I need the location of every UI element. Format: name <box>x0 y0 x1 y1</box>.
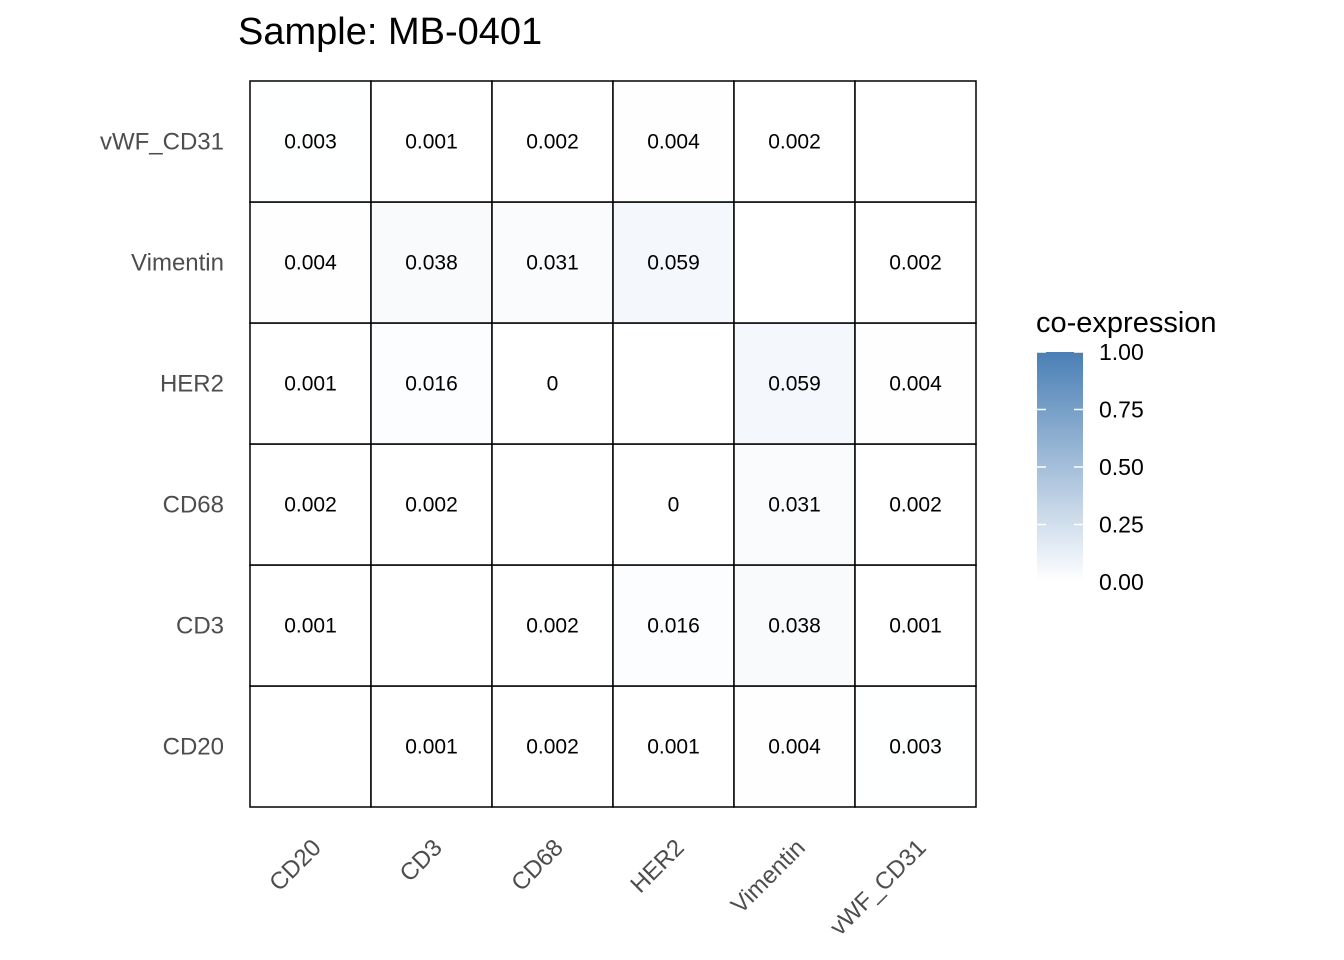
heatmap-cell <box>733 443 856 566</box>
legend-tick-label: 1.00 <box>1099 339 1144 365</box>
cell-value-label: 0.001 <box>284 373 337 396</box>
heatmap-cell-empty <box>733 201 856 324</box>
cell-value-label: 0.001 <box>405 736 458 759</box>
heatmap-cell-empty <box>249 685 372 808</box>
legend-title: co-expression <box>1036 307 1217 339</box>
cell-value-label: 0.003 <box>284 131 337 154</box>
cell-value-label: 0.001 <box>284 615 337 638</box>
x-tick-label: Vimentin <box>726 834 811 919</box>
cell-value-label: 0.016 <box>405 373 458 396</box>
cell-value-label: 0.002 <box>889 252 942 275</box>
heatmap-cell <box>854 201 977 324</box>
cell-value-label: 0.002 <box>526 131 579 154</box>
heatmap-cell <box>612 564 735 687</box>
cell-value-label: 0.001 <box>405 131 458 154</box>
y-axis-tick-labels: CD20 CD3 CD68 HER2 Vimentin vWF_CD31 <box>100 129 224 761</box>
heatmap-cell <box>854 564 977 687</box>
legend-ticks: 1.00 0.75 0.50 0.25 0.00 <box>1037 339 1144 595</box>
heatmap-cell <box>612 443 735 566</box>
cell-value-label: 0.004 <box>889 373 942 396</box>
cell-value-label: 0.004 <box>284 252 337 275</box>
cell-value-label: 0.031 <box>526 252 579 275</box>
x-tick-label: CD68 <box>506 834 568 896</box>
cell-value-label: 0.059 <box>768 373 821 396</box>
cell-value-label: 0 <box>547 373 559 396</box>
legend-tick-label: 0.25 <box>1099 512 1144 538</box>
heatmap-cell-empty <box>491 443 614 566</box>
x-axis-tick-labels: CD20 CD3 CD68 HER2 Vimentin vWF_CD31 <box>264 834 931 941</box>
y-tick-label: HER2 <box>160 371 224 398</box>
y-tick-label: CD20 <box>163 734 224 761</box>
cell-value-label: 0.004 <box>768 736 821 759</box>
legend-tick-label: 0.00 <box>1099 569 1144 595</box>
heatmap-cell <box>491 322 614 445</box>
cell-value-label: 0.001 <box>889 615 942 638</box>
y-tick-label: vWF_CD31 <box>100 129 224 156</box>
heatmap-cell-labels: 0.001 0.002 0.001 0.004 0.003 0.001 0.002 0.016… <box>284 131 942 759</box>
heatmap-cell <box>249 443 372 566</box>
heatmap-cell-empty <box>854 80 977 203</box>
legend-tick-label: 0.50 <box>1099 454 1144 480</box>
heatmap-cell <box>491 564 614 687</box>
cell-value-label: 0.031 <box>768 494 821 517</box>
cell-value-label: 0.016 <box>647 615 700 638</box>
x-tick-label: CD20 <box>264 834 326 896</box>
cell-value-label: 0.059 <box>647 252 700 275</box>
legend-tick-label: 0.75 <box>1099 397 1144 423</box>
chart-title: Sample: MB-0401 <box>238 11 542 53</box>
heatmap-cell-empty <box>370 564 493 687</box>
y-tick-label: Vimentin <box>131 250 224 277</box>
heatmap-cell <box>370 443 493 566</box>
heatmap-cell <box>612 201 735 324</box>
heatmap-cell <box>733 685 856 808</box>
cell-value-label: 0.038 <box>768 615 821 638</box>
heatmap-cell <box>249 80 372 203</box>
cell-value-label: 0.003 <box>889 736 942 759</box>
heatmap-cell <box>854 443 977 566</box>
heatmap-cell <box>854 322 977 445</box>
cell-value-label: 0 <box>668 494 680 517</box>
heatmap-cell <box>249 201 372 324</box>
heatmap-cell <box>370 201 493 324</box>
heatmap-cell <box>370 685 493 808</box>
heatmap-cell <box>612 80 735 203</box>
cell-value-label: 0.002 <box>284 494 337 517</box>
heatmap-cell <box>733 80 856 203</box>
cell-value-label: 0.002 <box>526 615 579 638</box>
heatmap-cells <box>249 80 977 808</box>
cell-value-label: 0.004 <box>647 131 700 154</box>
heatmap-cell <box>370 322 493 445</box>
heatmap-cell <box>370 80 493 203</box>
color-legend: co-expression 1.00 0.75 0.50 0.25 0.00 <box>1036 307 1217 595</box>
y-tick-label: CD68 <box>163 492 224 519</box>
cell-value-label: 0.038 <box>405 252 458 275</box>
x-tick-label: HER2 <box>625 834 689 898</box>
heatmap-cell <box>854 685 977 808</box>
cell-value-label: 0.002 <box>889 494 942 517</box>
heatmap-cell <box>612 685 735 808</box>
cell-value-label: 0.002 <box>405 494 458 517</box>
x-tick-label: CD3 <box>395 834 448 887</box>
y-tick-label: CD3 <box>176 613 224 640</box>
x-tick-label: vWF_CD31 <box>825 834 932 941</box>
heatmap-cell-empty <box>612 322 735 445</box>
cell-value-label: 0.001 <box>647 736 700 759</box>
cell-value-label: 0.002 <box>526 736 579 759</box>
cell-value-label: 0.002 <box>768 131 821 154</box>
heatmap-cell <box>249 564 372 687</box>
